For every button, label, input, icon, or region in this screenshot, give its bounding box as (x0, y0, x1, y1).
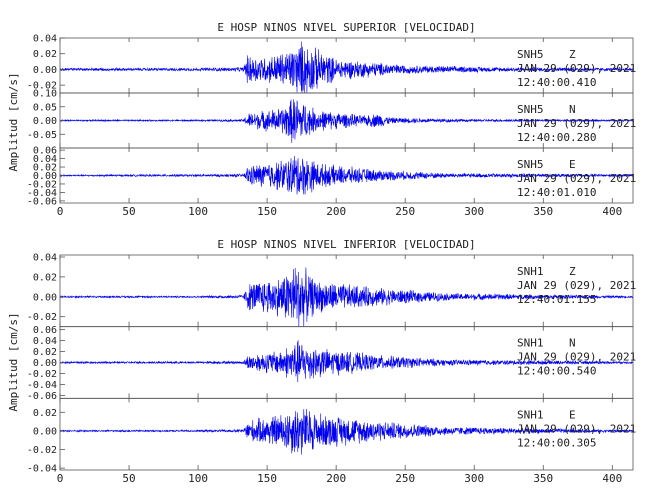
component-label: E (569, 158, 576, 171)
trace-snh1-e (59, 409, 634, 455)
x-tick-label: 300 (464, 472, 484, 485)
x-tick-label: 200 (326, 472, 346, 485)
station-label: SNH1 (517, 337, 544, 350)
y-tick-label: -0.02 (27, 179, 57, 190)
y-tick-label: 0.02 (33, 49, 57, 60)
trace-snh5-e (59, 155, 634, 195)
y-tick-label: 0.00 (33, 426, 57, 437)
x-tick-label: 250 (395, 472, 415, 485)
component-label: E (569, 408, 576, 421)
record-date: JAN 29 (029), 2021 (517, 62, 636, 75)
y-tick-label: 0.00 (33, 116, 57, 127)
x-tick-label: 300 (464, 205, 484, 218)
y-tick-label: 0.00 (33, 292, 57, 303)
component-label: N (569, 337, 576, 350)
y-tick-label: 0.02 (33, 408, 57, 419)
y-axis-label-0: Amplitud [cm/s] (7, 72, 20, 171)
x-tick-label: 100 (188, 205, 208, 218)
y-tick-label: 0.05 (33, 102, 57, 113)
y-tick-label: -0.06 (27, 196, 57, 207)
y-tick-label: 0.06 (33, 325, 57, 336)
y-tick-label: -0.06 (27, 391, 57, 402)
x-tick-label: 150 (257, 205, 277, 218)
y-tick-label: 0.00 (33, 358, 57, 369)
y-tick-label: 0.02 (33, 272, 57, 283)
y-tick-label: 0.04 (33, 252, 57, 263)
station-label: SNH1 (517, 408, 544, 421)
y-tick-label: 0.02 (33, 163, 57, 174)
record-date: JAN 29 (029), 2021 (517, 279, 636, 292)
trace-snh5-n (60, 99, 634, 143)
trace-snh1-n (59, 340, 634, 383)
y-tick-label: 0.10 (33, 89, 57, 100)
y-tick-label: 0.04 (33, 336, 57, 347)
trace-snh1-z (59, 267, 634, 327)
chart-title-0: E HOSP NINOS NIVEL SUPERIOR [VELOCIDAD] (217, 21, 475, 34)
record-time: 12:40:00.305 (517, 436, 596, 449)
y-tick-label: 0.04 (33, 154, 57, 165)
y-tick-label: -0.04 (27, 380, 57, 391)
record-time: 12:40:01.010 (517, 186, 596, 199)
record-time: 12:40:00.280 (517, 131, 596, 144)
x-tick-label: 0 (57, 205, 64, 218)
y-tick-label: -0.02 (27, 445, 57, 456)
x-tick-label: 250 (395, 205, 415, 218)
x-tick-label: 350 (533, 472, 553, 485)
record-date: JAN 29 (029), 2021 (517, 172, 636, 185)
x-tick-label: 400 (602, 472, 622, 485)
station-label: SNH1 (517, 265, 544, 278)
y-tick-label: -0.02 (27, 369, 57, 380)
chart-title-1: E HOSP NINOS NIVEL INFERIOR [VELOCIDAD] (217, 238, 475, 251)
record-date: JAN 29 (029), 2021 (517, 117, 636, 130)
record-time: 12:40:00.540 (517, 365, 596, 378)
y-tick-label: 0.00 (33, 171, 57, 182)
y-tick-label: 0.04 (33, 34, 57, 45)
y-tick-label: 0.00 (33, 65, 57, 76)
record-time: 12:40:01.155 (517, 293, 596, 306)
component-label: Z (569, 48, 576, 61)
component-label: N (569, 103, 576, 116)
x-tick-label: 100 (188, 472, 208, 485)
x-tick-label: 200 (326, 205, 346, 218)
y-axis-label-1: Amplitud [cm/s] (7, 312, 20, 411)
station-label: SNH5 (517, 48, 544, 61)
x-tick-label: 400 (602, 205, 622, 218)
y-tick-label: -0.04 (27, 188, 57, 199)
component-label: Z (569, 265, 576, 278)
x-tick-label: 50 (122, 205, 135, 218)
station-label: SNH5 (517, 103, 544, 116)
trace-snh5-z (59, 41, 634, 94)
station-label: SNH5 (517, 158, 544, 171)
record-time: 12:40:00.410 (517, 76, 596, 89)
panel-frame-1-2 (59, 397, 634, 471)
record-date: JAN 29 (029), 2021 (517, 422, 636, 435)
record-date: JAN 29 (029), 2021 (517, 351, 636, 364)
x-tick-label: 50 (122, 472, 135, 485)
y-tick-label: -0.02 (27, 81, 57, 92)
x-tick-label: 350 (533, 205, 553, 218)
y-tick-label: -0.04 (27, 464, 57, 475)
x-tick-label: 0 (57, 472, 64, 485)
y-tick-label: 0.02 (33, 347, 57, 358)
y-tick-label: -0.05 (27, 130, 57, 141)
y-tick-label: -0.02 (27, 312, 57, 323)
x-tick-label: 150 (257, 472, 277, 485)
y-tick-label: 0.06 (33, 146, 57, 157)
